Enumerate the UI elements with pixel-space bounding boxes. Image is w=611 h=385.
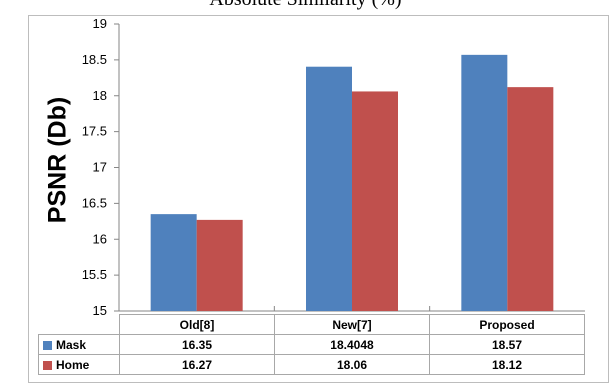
y-tick-label: 17	[93, 160, 107, 175]
y-tick-label: 15.5	[82, 267, 107, 282]
y-tick-label: 18.5	[82, 52, 107, 67]
y-tick-label: 16	[93, 231, 107, 246]
data-label: 18.12	[429, 354, 585, 375]
data-label: 16.35	[119, 334, 275, 355]
y-tick-label: 18	[93, 88, 107, 103]
bar-home	[352, 91, 398, 311]
bar-mask	[150, 214, 197, 311]
y-tick-label: 19	[93, 16, 107, 31]
data-label: 18.4048	[274, 334, 430, 355]
legend-label: Home	[56, 357, 90, 372]
data-table-row: Home 16.27 18.06 18.12	[38, 354, 585, 375]
legend-label: Mask	[56, 337, 87, 352]
legend-entry-home: Home	[38, 354, 120, 375]
legend-swatch-mask	[43, 340, 52, 350]
category-label: Proposed	[429, 314, 585, 335]
bar-mask	[306, 66, 352, 311]
y-tick-label: 16.5	[82, 195, 107, 210]
data-table-corner	[38, 314, 120, 335]
category-label: New[7]	[274, 314, 430, 335]
data-table-row: Mask 16.35 18.4048 18.57	[38, 334, 585, 355]
bar-home	[196, 219, 243, 311]
legend-entry-mask: Mask	[38, 334, 120, 355]
legend-swatch-home	[43, 360, 52, 370]
y-axis-label: PSNR (Db)	[43, 96, 72, 224]
data-label: 18.57	[429, 334, 585, 355]
data-label: 18.06	[274, 354, 430, 375]
data-table-header-row: Old[8] New[7] Proposed	[38, 314, 585, 335]
data-label: 16.27	[119, 354, 275, 375]
y-tick-label: 17.5	[82, 124, 107, 139]
bar-mask	[461, 54, 508, 311]
category-label: Old[8]	[119, 314, 275, 335]
figure-caption-fragment: Absolute Similarity (%)	[0, 0, 611, 11]
data-table: Old[8] New[7] Proposed Mask 16.35 18.404…	[38, 314, 585, 375]
bar-home	[507, 87, 554, 311]
y-tick-label: 15	[93, 303, 107, 318]
